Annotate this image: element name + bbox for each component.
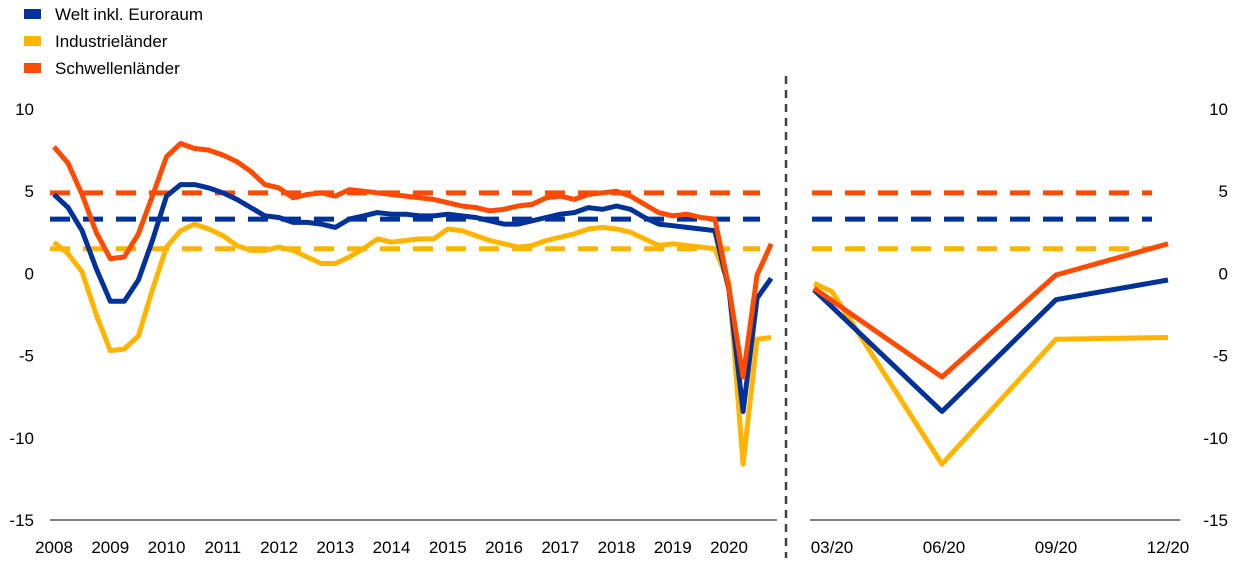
right-series-line-welt <box>812 277 1169 414</box>
right-y-tick-label: -15 <box>1203 511 1228 530</box>
left-x-tick-label: 2015 <box>429 538 467 557</box>
legend-swatch-industrie <box>24 36 41 46</box>
left-series-line-welt <box>52 182 774 414</box>
left-x-axis: 2008 2009 2010 2011 2012 2013 2014 2015 2016 2017… <box>35 538 748 557</box>
right-y-tick-label: -5 <box>1213 347 1228 366</box>
right-average-lines <box>812 190 1152 252</box>
right-x-axis: 03/20 06/20 09/20 12/20 <box>811 538 1190 557</box>
left-x-tick-label: 2013 <box>316 538 354 557</box>
left-y-tick-label: 5 <box>25 182 34 201</box>
legend-swatch-schwellen <box>24 63 41 73</box>
left-y-tick-label: 0 <box>25 264 34 283</box>
left-y-tick-label: 10 <box>15 100 34 119</box>
left-series-line-schwellen <box>52 141 774 380</box>
legend-label-schwellen: Schwellenländer <box>55 59 180 78</box>
legend: Welt inkl. Euroraum Industrieländer Schwel… <box>24 5 203 78</box>
left-series <box>52 141 774 467</box>
left-y-tick-label: -15 <box>9 511 34 530</box>
right-y-tick-label: 5 <box>1219 182 1228 201</box>
right-y-tick-label: 0 <box>1219 264 1228 283</box>
left-x-tick-label: 2011 <box>204 538 241 557</box>
right-series-line-industrie <box>812 281 1169 467</box>
left-y-axis: 10 5 0 -5 -10 -15 <box>9 100 34 530</box>
left-x-tick-label: 2019 <box>654 538 692 557</box>
right-series-line-schwellen <box>812 241 1169 380</box>
left-x-tick-label: 2014 <box>373 538 411 557</box>
left-x-tick-label: 2018 <box>598 538 636 557</box>
left-x-tick-label: 2009 <box>91 538 129 557</box>
left-x-tick-label: 2016 <box>485 538 523 557</box>
legend-label-industrie: Industrieländer <box>55 32 168 51</box>
right-x-tick-label: 03/20 <box>811 538 854 557</box>
right-x-tick-label: 12/20 <box>1147 538 1190 557</box>
left-x-tick-label: 2020 <box>710 538 748 557</box>
right-y-tick-label: -10 <box>1203 429 1228 448</box>
right-x-tick-label: 06/20 <box>923 538 966 557</box>
left-x-tick-label: 2017 <box>541 538 579 557</box>
left-y-tick-label: -5 <box>19 347 34 366</box>
right-series <box>812 241 1169 467</box>
right-y-tick-label: 10 <box>1209 100 1228 119</box>
left-y-tick-label: -10 <box>9 429 34 448</box>
right-y-axis: 10 5 0 -5 -10 -15 <box>1203 100 1228 530</box>
legend-swatch-welt <box>24 9 41 19</box>
legend-label-welt: Welt inkl. Euroraum <box>55 5 203 24</box>
left-series-line-industrie <box>52 221 772 467</box>
right-x-tick-label: 09/20 <box>1035 538 1078 557</box>
left-x-tick-label: 2010 <box>148 538 186 557</box>
left-x-tick-label: 2008 <box>35 538 73 557</box>
left-x-tick-label: 2012 <box>260 538 298 557</box>
